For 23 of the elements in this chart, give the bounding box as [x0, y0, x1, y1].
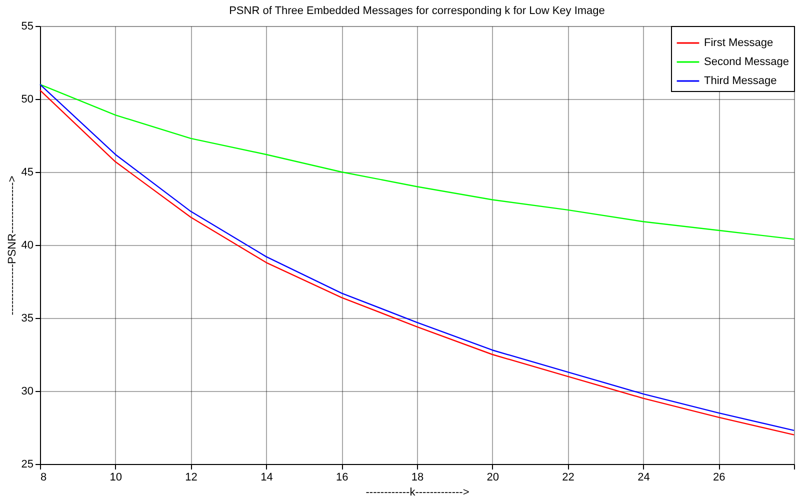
- legend-label: Third Message: [704, 75, 777, 87]
- y-axis-title: --------------PSNR-------------->: [6, 176, 18, 316]
- chart-title: PSNR of Three Embedded Messages for corresponding k for Low Key Image: [229, 5, 605, 17]
- y-tick-label: 50: [21, 94, 34, 106]
- legend-label: First Message: [704, 37, 774, 49]
- x-tick-label: 8: [40, 472, 47, 484]
- x-tick-label: 12: [185, 472, 198, 484]
- x-tick-label: 18: [411, 472, 424, 484]
- x-tick-label: 10: [110, 472, 122, 484]
- y-tick-label: 35: [21, 312, 34, 324]
- x-tick-label: 26: [712, 472, 726, 484]
- y-tick-label: 45: [21, 166, 34, 178]
- legend-label: Second Message: [704, 56, 789, 68]
- x-axis-title: ------------k------------->: [366, 486, 470, 498]
- y-tick-label: 55: [21, 20, 34, 32]
- x-tick-label: 22: [562, 472, 574, 484]
- x-tick-label: 20: [486, 472, 500, 484]
- y-tick-label: 30: [21, 386, 34, 398]
- x-tick-label: 14: [260, 472, 273, 484]
- y-tick-label: 40: [21, 240, 34, 252]
- x-tick-label: 16: [336, 472, 348, 484]
- y-tick-label: 25: [21, 458, 34, 470]
- x-tick-label: 24: [638, 472, 650, 484]
